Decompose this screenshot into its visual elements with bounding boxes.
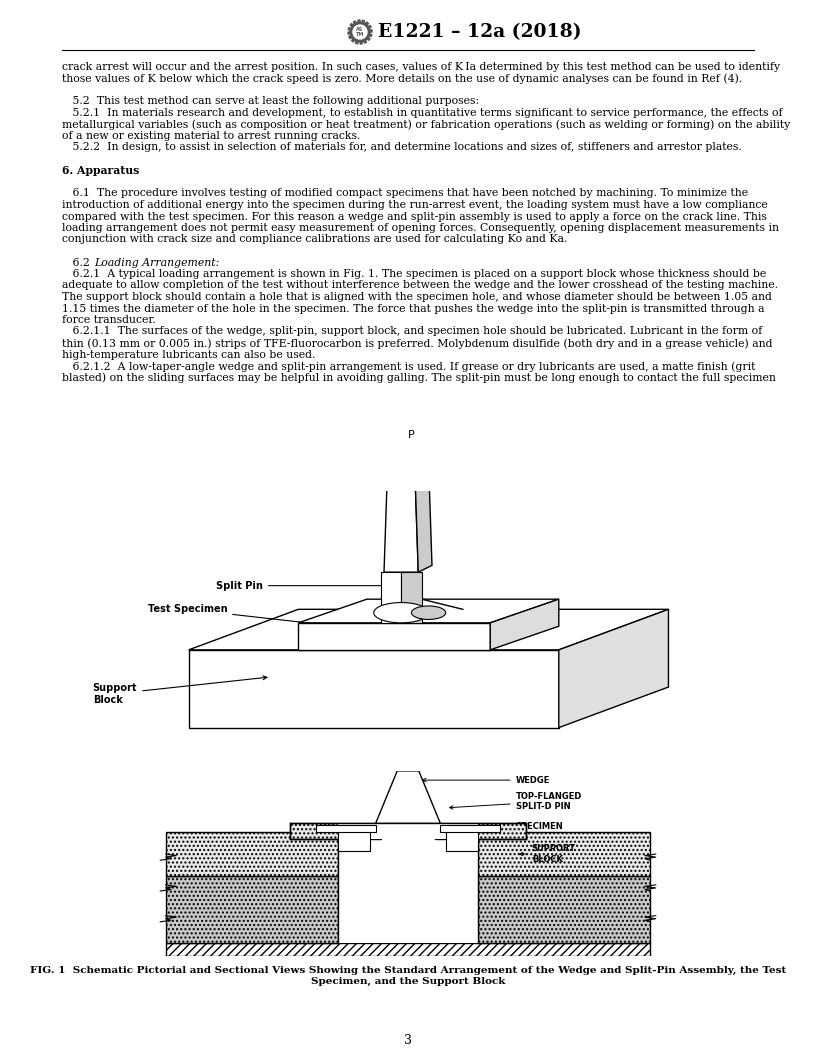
Text: 5.2  This test method can serve at least the following additional purposes:: 5.2 This test method can serve at least … (62, 96, 479, 107)
Polygon shape (415, 464, 432, 572)
Bar (435, 824, 526, 838)
Text: conjunction with crack size and compliance calibrations are used for calculating: conjunction with crack size and complian… (62, 234, 567, 245)
Text: 5.2.1  In materials research and development, to establish in quantitative terms: 5.2.1 In materials research and developm… (62, 108, 783, 118)
Text: force transducer.: force transducer. (62, 315, 156, 325)
Ellipse shape (422, 615, 504, 631)
Polygon shape (299, 623, 490, 649)
Text: of a new or existing material to arrest running cracks.: of a new or existing material to arrest … (62, 131, 361, 142)
Text: 6.1  The procedure involves testing of modified compact specimens that have been: 6.1 The procedure involves testing of mo… (62, 189, 748, 199)
Text: FIG. 1  Schematic Pictorial and Sectional Views Showing the Standard Arrangement: FIG. 1 Schematic Pictorial and Sectional… (30, 966, 786, 975)
Text: metallurgical variables (such as composition or heat treatment) or fabrication o: metallurgical variables (such as composi… (62, 119, 790, 130)
Text: crack arrest will occur and the arrest position. In such cases, values of K Ia d: crack arrest will occur and the arrest p… (62, 62, 780, 72)
Text: adequate to allow completion of the test without interference between the wedge : adequate to allow completion of the test… (62, 281, 778, 290)
Text: The support block should contain a hole that is aligned with the specimen hole, : The support block should contain a hole … (62, 293, 772, 302)
Text: 5.2.2  In design, to assist in selection of materials for, and determine locatio: 5.2.2 In design, to assist in selection … (62, 143, 742, 152)
Text: blasted) on the sliding surfaces may be helpful in avoiding galling. The split-p: blasted) on the sliding surfaces may be … (62, 373, 776, 383)
Polygon shape (299, 599, 559, 623)
Bar (317, 825, 375, 832)
Bar (446, 829, 478, 851)
Circle shape (353, 25, 367, 39)
Text: 1.15 times the diameter of the hole in the specimen. The force that pushes the w: 1.15 times the diameter of the hole in t… (62, 303, 765, 314)
Text: loading arrangement does not permit easy measurement of opening forces. Conseque: loading arrangement does not permit easy… (62, 223, 779, 233)
Polygon shape (348, 20, 372, 44)
Text: TOP-FLANGED
SPLIT-D PIN: TOP-FLANGED SPLIT-D PIN (450, 792, 582, 811)
Text: Test Specimen: Test Specimen (148, 604, 363, 630)
Text: 6.2: 6.2 (62, 258, 97, 267)
Polygon shape (188, 609, 668, 649)
Bar (338, 832, 478, 943)
Polygon shape (384, 471, 419, 572)
Polygon shape (559, 609, 668, 728)
Text: high-temperature lubricants can also be used.: high-temperature lubricants can also be … (62, 350, 315, 359)
Ellipse shape (396, 607, 420, 615)
Polygon shape (375, 771, 441, 824)
Bar (166, 832, 338, 875)
Text: P: P (408, 431, 415, 440)
Bar (166, 943, 650, 956)
Text: 6. Apparatus: 6. Apparatus (62, 166, 140, 176)
Bar (338, 829, 370, 851)
Text: 6.2.1.2  A low-taper-angle wedge and split-pin arrangement is used. If grease or: 6.2.1.2 A low-taper-angle wedge and spli… (62, 361, 756, 372)
Polygon shape (388, 464, 428, 471)
Text: compared with the test specimen. For this reason a wedge and split-pin assembly : compared with the test specimen. For thi… (62, 211, 767, 222)
Text: Split Pin: Split Pin (216, 581, 410, 590)
Text: SPECIMEN: SPECIMEN (482, 822, 564, 833)
Text: 6.2.1  A typical loading arrangement is shown in Fig. 1. The specimen is placed : 6.2.1 A typical loading arrangement is s… (62, 269, 766, 279)
Text: SUPPORT
BLOCK: SUPPORT BLOCK (520, 845, 576, 864)
Bar (290, 824, 381, 838)
Polygon shape (401, 572, 422, 623)
Text: introduction of additional energy into the specimen during the run-arrest event,: introduction of additional energy into t… (62, 200, 768, 210)
Text: E1221 – 12a (2018): E1221 – 12a (2018) (378, 23, 582, 41)
Text: those values of K below which the crack speed is zero. More details on the use o: those values of K below which the crack … (62, 74, 743, 84)
Bar (338, 824, 478, 838)
Text: Loading Arrangement:: Loading Arrangement: (94, 258, 220, 267)
Text: 6.2.1.1  The surfaces of the wedge, split-pin, support block, and specimen hole : 6.2.1.1 The surfaces of the wedge, split… (62, 326, 762, 337)
Bar (166, 875, 338, 943)
Text: AS
TM: AS TM (356, 27, 364, 37)
Text: Specimen, and the Support Block: Specimen, and the Support Block (311, 977, 505, 986)
Ellipse shape (411, 606, 446, 620)
Text: Support
Block: Support Block (93, 676, 267, 704)
Bar (441, 825, 499, 832)
Text: WEDGE: WEDGE (423, 775, 550, 785)
Text: 3: 3 (404, 1034, 412, 1046)
Polygon shape (188, 649, 559, 728)
Text: thin (0.13 mm or 0.005 in.) strips of TFE-fluorocarbon is preferred. Molybdenum : thin (0.13 mm or 0.005 in.) strips of TF… (62, 338, 773, 348)
Ellipse shape (374, 603, 428, 623)
Polygon shape (490, 599, 559, 649)
Bar (478, 875, 650, 943)
Bar (478, 832, 650, 875)
Polygon shape (380, 572, 401, 623)
